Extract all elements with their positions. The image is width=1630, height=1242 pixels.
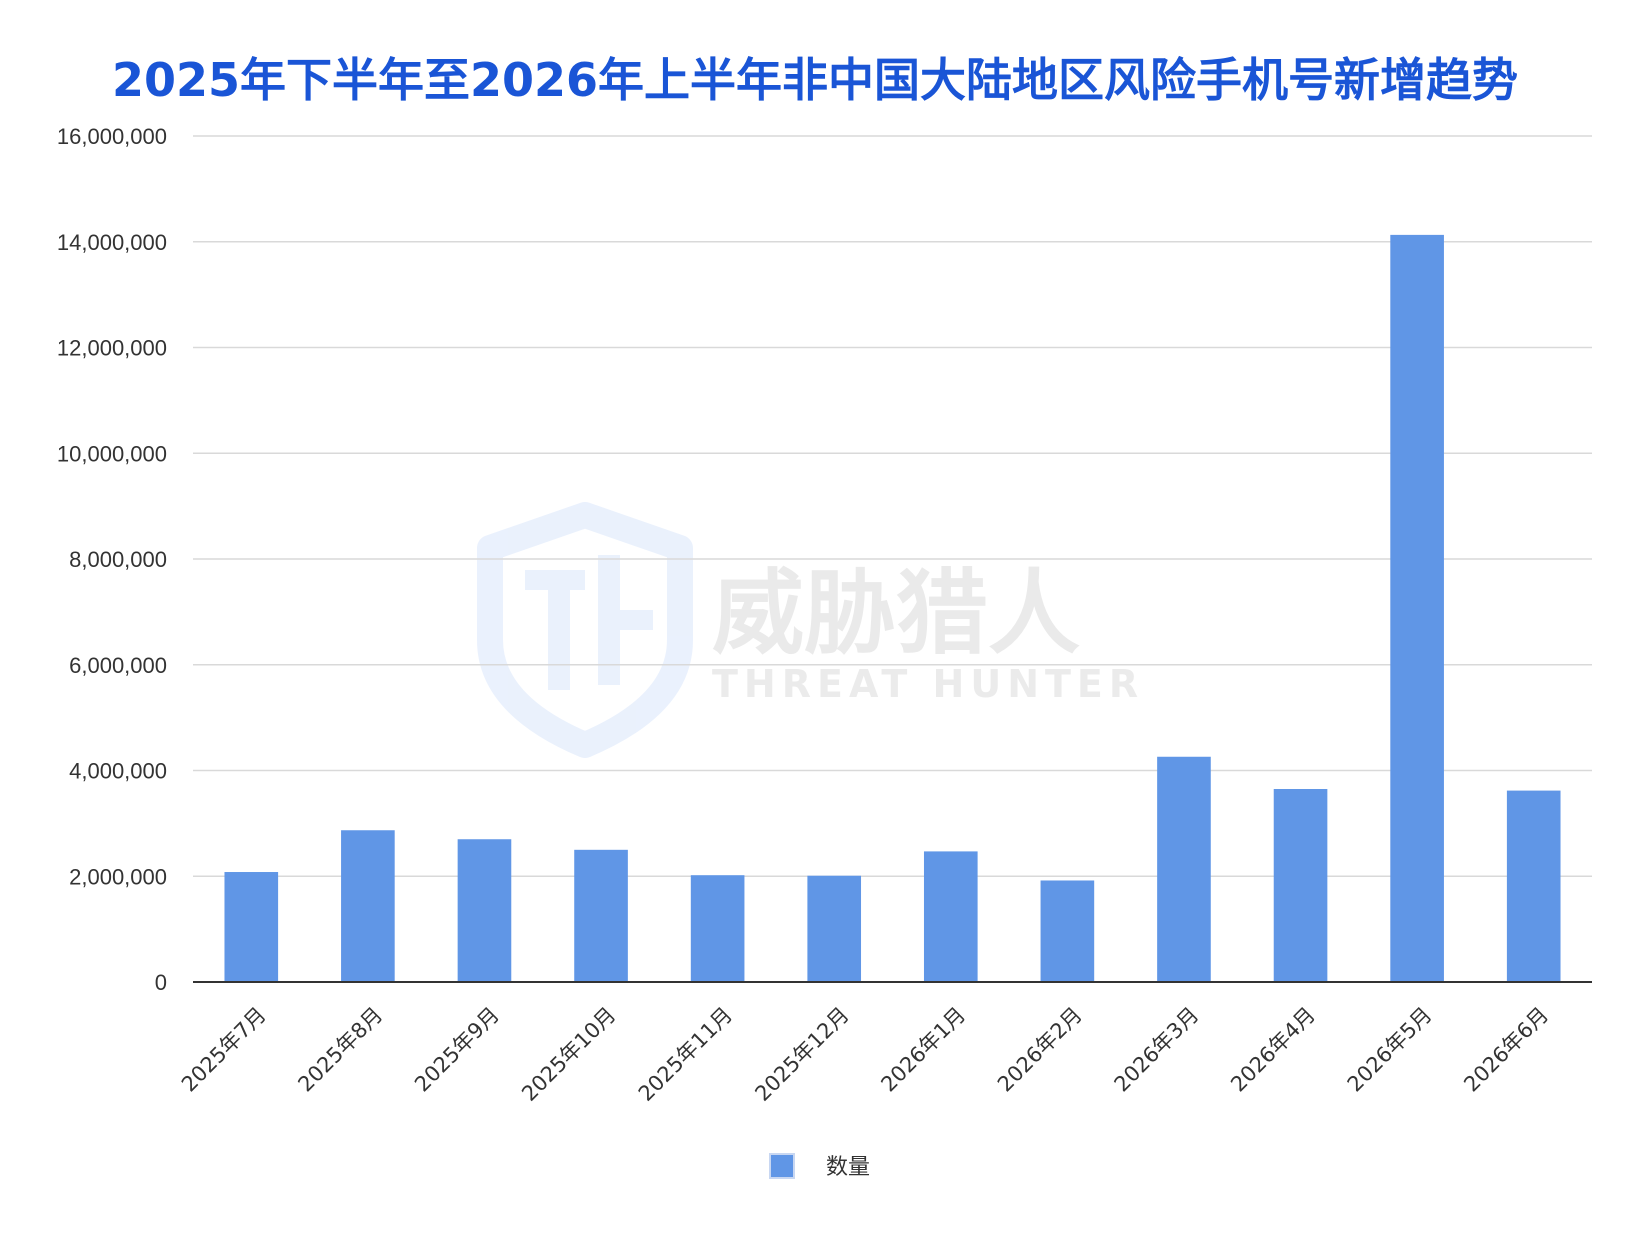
x-tick-label: 2025年8月 [293,1003,387,1097]
watermark: 威胁猎人 THREAT HUNTER [477,502,1144,758]
bar [1390,234,1444,983]
x-tick-label: 2026年6月 [1459,1003,1553,1097]
bar [341,830,395,982]
y-tick-label: 2,000,000 [69,864,167,889]
x-tick-label: 2025年11月 [634,1003,737,1106]
x-tick-label: 2026年3月 [1110,1003,1204,1097]
y-tick-label: 16,000,000 [57,124,167,149]
bar [574,849,628,982]
y-tick-label: 6,000,000 [69,653,167,678]
legend: 数量 [769,1153,870,1180]
shield-th-logo-icon [477,502,693,758]
watermark-brand-cn: 威胁猎人 [712,560,1080,667]
bars [224,234,1561,983]
y-tick-label: 12,000,000 [57,336,167,361]
bar [1273,789,1328,982]
x-tick-label: 2026年4月 [1226,1003,1320,1097]
watermark-brand-en: THREAT HUNTER [712,662,1144,706]
x-axis: 2025年7月 2025年8月 2025年9月 2025年10月 2025年11月 202… [177,1003,1553,1106]
y-tick-label: 4,000,000 [69,759,167,784]
bar [224,872,279,982]
x-tick-label: 2025年10月 [517,1003,620,1106]
chart-title: 2025年下半年至2026年上半年非中国大陆地区风险手机号新增趋势 [111,53,1519,107]
bar [1506,790,1561,982]
x-tick-label: 2025年7月 [177,1003,271,1097]
x-tick-label: 2026年2月 [993,1003,1087,1097]
legend-label: 数量 [826,1155,870,1180]
gridlines [193,135,1592,877]
bar [690,875,745,982]
y-tick-label: 14,000,000 [57,230,167,255]
y-tick-label: 10,000,000 [57,441,167,466]
y-axis: 0 2,000,000 4,000,000 6,000,000 8,000,000 10,… [57,124,167,995]
x-tick-label: 2026年5月 [1343,1003,1437,1097]
x-tick-label: 2026年1月 [876,1003,970,1097]
bar [457,839,512,982]
y-tick-label: 8,000,000 [69,547,167,572]
bar [923,851,978,982]
x-tick-label: 2025年9月 [410,1003,504,1097]
x-tick-label: 2025年12月 [750,1003,853,1106]
bar [1040,880,1095,982]
bar [1157,756,1211,982]
bar [807,875,862,982]
y-tick-label: 0 [155,970,167,995]
legend-swatch [769,1153,795,1179]
